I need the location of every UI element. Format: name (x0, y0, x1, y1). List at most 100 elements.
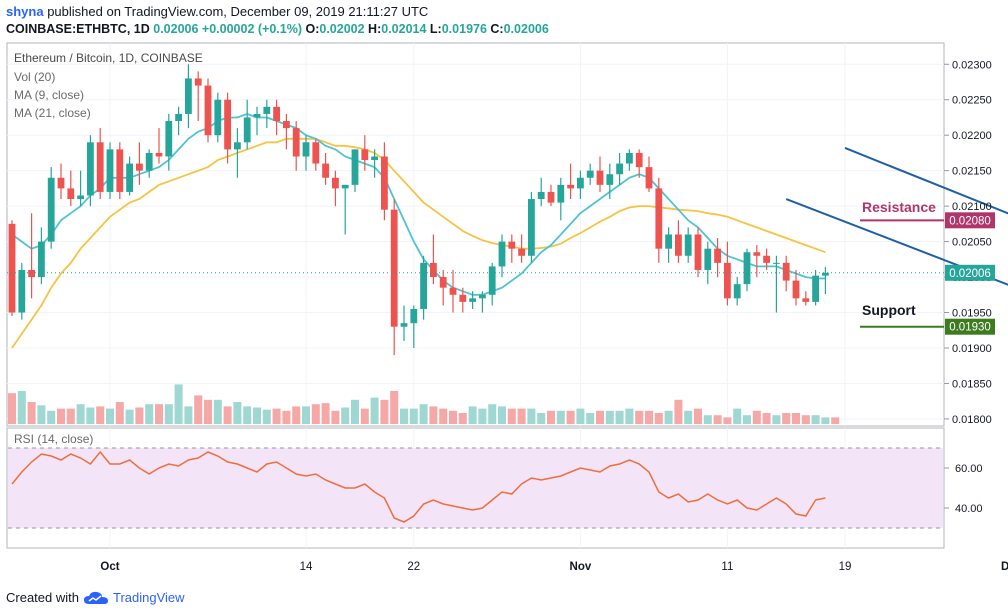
tradingview-cloud-icon (83, 591, 108, 604)
volume-bar (694, 408, 702, 424)
candle-body (586, 170, 594, 178)
volume-bar (811, 415, 820, 424)
price-tick-label: 0.02250 (952, 95, 992, 107)
channel-upper-line (844, 147, 1008, 215)
time-tick-label: 22 (407, 561, 420, 573)
candle-body (371, 156, 378, 161)
symbol-ohlc-line: COINBASE:ETHBTC, 1D 0.02006 +0.00002 (+0… (6, 22, 549, 36)
volume-bar (831, 417, 840, 424)
volume-bar (409, 408, 418, 424)
author-name[interactable]: shyna (6, 4, 44, 19)
candle-body (567, 184, 574, 189)
volume-bar (302, 406, 310, 424)
volume-bar (57, 408, 65, 424)
legend-ma21: MA (21, close) (14, 106, 91, 120)
candle-body (361, 149, 369, 161)
low-label: L: (429, 22, 442, 36)
volume-bar (233, 402, 242, 424)
volume-bar (86, 407, 95, 424)
candle-body (792, 280, 800, 299)
volume-bar (213, 399, 222, 424)
volume-bar (547, 410, 555, 424)
volume-bar (498, 406, 506, 424)
candle-body (577, 177, 584, 189)
candle-body (8, 223, 16, 313)
price-tick-label: 0.01900 (952, 343, 992, 355)
volume-bar (429, 406, 438, 424)
last-price: 0.02006 (153, 22, 199, 36)
ma9-line (11, 112, 826, 296)
volume-bar (772, 415, 781, 424)
candle-body (645, 167, 653, 189)
volume-bar (684, 410, 693, 424)
time-tick-label: 14 (300, 561, 313, 573)
candle-body (822, 272, 829, 276)
candle-body (724, 262, 731, 299)
volume-bar (204, 399, 212, 424)
candles (8, 64, 829, 356)
price-tick-label: 0.01850 (952, 378, 992, 390)
volume-bar (507, 408, 516, 424)
volume-bar (556, 410, 565, 424)
legend-ma9: MA (9, close) (14, 88, 84, 102)
legend-title: Ethereum / Bitcoin, 1D, COINBASE (14, 51, 203, 65)
candle-body (684, 234, 692, 256)
price-pane[interactable] (6, 42, 945, 427)
candle-body (351, 149, 359, 185)
candle-body (410, 308, 418, 324)
candle-body (439, 277, 447, 288)
level-labels: Resistance Support (862, 199, 936, 318)
candle-body (155, 152, 163, 157)
price-tick-label: 0.02200 (952, 130, 992, 142)
volume-bar (439, 408, 448, 424)
candle-body (528, 199, 535, 256)
volume-bar (341, 407, 350, 424)
footer: Created with TradingView (6, 590, 185, 605)
volume-bar (801, 415, 810, 424)
price-tick-label: 0.01950 (952, 308, 992, 320)
volume-bar (674, 399, 683, 424)
chart-canvas[interactable]: 0.023000.022500.022000.021500.021000.020… (0, 0, 1008, 590)
candle-body (596, 170, 604, 185)
volume-bar (262, 409, 271, 424)
volume-bar (615, 410, 624, 424)
candle-body (694, 234, 702, 270)
resistance-price-text: 0.02080 (949, 215, 991, 227)
volume-bar (76, 404, 85, 424)
candle-body (635, 152, 643, 168)
volume-bar (517, 408, 526, 424)
candle-body (479, 294, 486, 299)
close-value: 0.02006 (503, 22, 549, 36)
candle-body (341, 184, 349, 189)
volume-bar (164, 404, 173, 424)
candle-body (812, 275, 819, 302)
candle-body (87, 142, 94, 196)
price-tick-label: 0.02300 (952, 59, 992, 71)
rsi-tick-label: 60.00 (955, 463, 983, 475)
last-price-tag (945, 264, 995, 281)
candle-body (782, 262, 790, 281)
volume-bar (743, 415, 751, 424)
open-label: O: (305, 22, 320, 36)
ma21-line (11, 137, 826, 349)
volume-bar (360, 408, 369, 424)
support-label: Support (862, 302, 916, 318)
volume-bar (96, 406, 105, 424)
volume-bar (331, 410, 340, 424)
candle-body (302, 142, 310, 157)
time-tick-label: Dec (1001, 561, 1008, 573)
volume-bar (243, 406, 252, 424)
candle-body (96, 142, 104, 192)
volume-bar (792, 413, 800, 424)
last-price-text: 0.02006 (949, 268, 991, 280)
candle-body (381, 156, 388, 210)
volume-bar (625, 408, 634, 424)
chart-header: shyna published on TradingView.com, Dece… (0, 0, 1008, 42)
volume-bar (115, 402, 124, 424)
rsi-indicator (8, 447, 943, 529)
volume-bar (125, 409, 134, 424)
volume-bar (66, 408, 75, 424)
tradingview-brand[interactable]: TradingView (112, 590, 185, 605)
volume-bar (184, 406, 193, 424)
candle-body (518, 248, 525, 256)
